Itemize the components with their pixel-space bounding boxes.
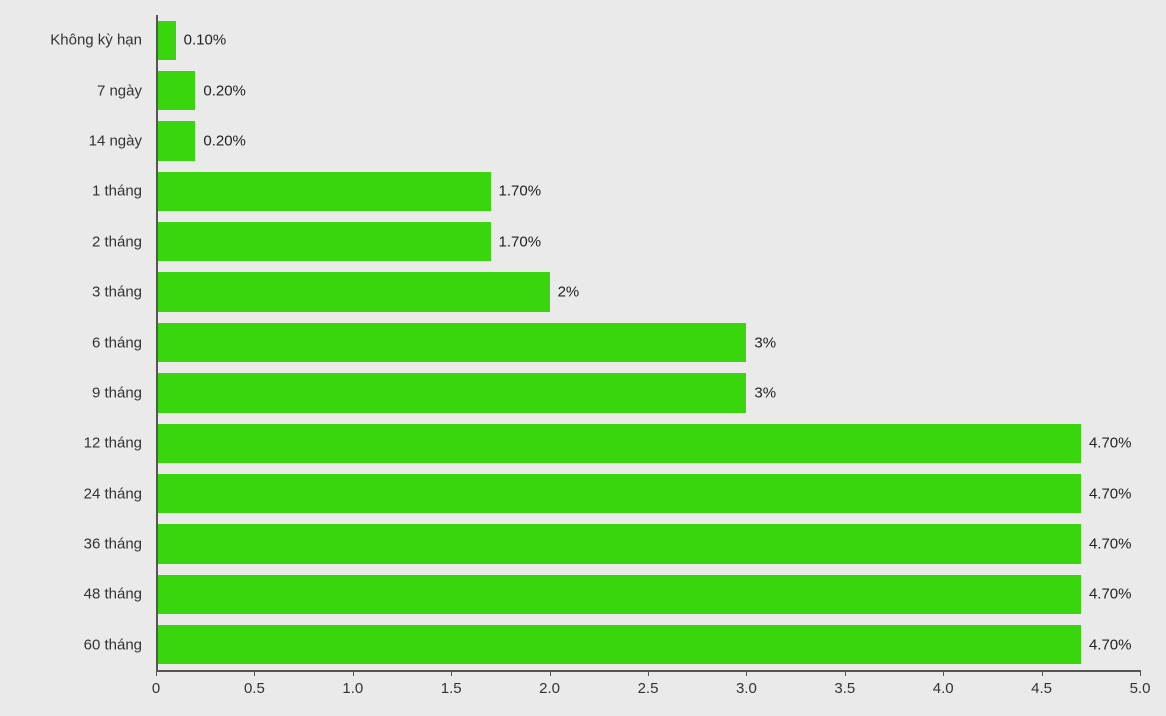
bar-value-label: 0.10% <box>184 32 227 49</box>
x-axis-tick <box>1042 670 1043 676</box>
category-label: 36 tháng <box>0 536 142 553</box>
x-axis-tick-label: 4.5 <box>1031 680 1052 697</box>
bar-value-label: 4.70% <box>1089 435 1132 452</box>
bar <box>158 172 491 211</box>
category-label: 12 tháng <box>0 435 142 452</box>
bar <box>158 373 746 412</box>
x-axis-tick-label: 0 <box>152 680 160 697</box>
bar <box>158 121 195 160</box>
x-axis-tick-label: 5.0 <box>1130 680 1151 697</box>
category-label: 3 tháng <box>0 284 142 301</box>
bar <box>158 625 1081 664</box>
x-axis-tick-label: 2.0 <box>539 680 560 697</box>
x-axis-tick <box>648 670 649 676</box>
category-label: 6 tháng <box>0 334 142 351</box>
category-label: 14 ngày <box>0 132 142 149</box>
x-axis-tick <box>550 670 551 676</box>
bar-value-label: 0.20% <box>203 132 246 149</box>
bar <box>158 71 195 110</box>
category-label: 9 tháng <box>0 384 142 401</box>
x-axis-tick <box>353 670 354 676</box>
category-label: 60 tháng <box>0 636 142 653</box>
bar-value-label: 3% <box>754 384 776 401</box>
category-label: 2 tháng <box>0 233 142 250</box>
bar <box>158 474 1081 513</box>
x-axis-tick <box>845 670 846 676</box>
bar-value-label: 4.70% <box>1089 586 1132 603</box>
x-axis-tick <box>943 670 944 676</box>
bar <box>158 323 746 362</box>
category-label: 7 ngày <box>0 82 142 99</box>
bar <box>158 222 491 261</box>
bar <box>158 575 1081 614</box>
x-axis-tick <box>451 670 452 676</box>
bar-value-label: 1.70% <box>499 233 542 250</box>
x-axis-tick-label: 2.5 <box>638 680 659 697</box>
x-axis-tick-label: 0.5 <box>244 680 265 697</box>
bar <box>158 524 1081 563</box>
category-label: 1 tháng <box>0 183 142 200</box>
bar-value-label: 2% <box>558 284 580 301</box>
bar <box>158 272 550 311</box>
bar <box>158 424 1081 463</box>
bar <box>158 21 176 60</box>
bar-value-label: 4.70% <box>1089 636 1132 653</box>
category-label: 24 tháng <box>0 485 142 502</box>
x-axis-tick <box>254 670 255 676</box>
x-axis-tick-label: 1.5 <box>441 680 462 697</box>
bar-value-label: 4.70% <box>1089 536 1132 553</box>
x-axis-tick <box>156 670 157 676</box>
bar-value-label: 4.70% <box>1089 485 1132 502</box>
x-axis-tick-label: 4.0 <box>933 680 954 697</box>
x-axis-tick-label: 1.0 <box>342 680 363 697</box>
x-axis-tick <box>1140 670 1141 676</box>
x-axis-tick-label: 3.0 <box>736 680 757 697</box>
category-label: 48 tháng <box>0 586 142 603</box>
interest-rate-bar-chart: 0 0.5 1.0 1.5 2.0 2.5 3.0 3.5 4.0 4.5 5.0 Không kỳ … <box>0 0 1166 716</box>
x-axis-tick <box>746 670 747 676</box>
bar-value-label: 1.70% <box>499 183 542 200</box>
bar-value-label: 3% <box>754 334 776 351</box>
bar-value-label: 0.20% <box>203 82 246 99</box>
category-label: Không kỳ hạn <box>0 32 142 49</box>
x-axis-tick-label: 3.5 <box>834 680 855 697</box>
